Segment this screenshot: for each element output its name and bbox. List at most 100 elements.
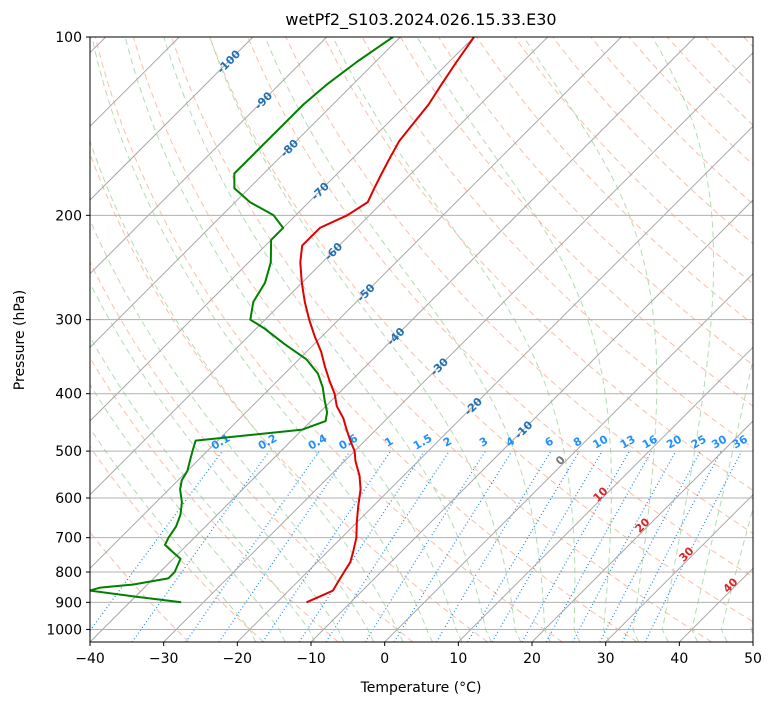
- isotherm-line: [90, 37, 622, 570]
- mixing-ratio-label: 8: [571, 435, 584, 450]
- isotherm-line: [752, 641, 753, 642]
- y-tick-label: 600: [55, 491, 82, 507]
- mixing-ratio-line: [262, 450, 392, 642]
- mixing-ratio-label: 13: [618, 433, 638, 452]
- moist-adiabat-line: [90, 218, 375, 642]
- x-tick-label: 40: [670, 651, 688, 667]
- dry-adiabat-line: [704, 37, 753, 87]
- mixing-ratio-label: 1.5: [411, 432, 434, 453]
- moist-adiabat-line: [691, 356, 753, 642]
- moist-adiabat-line: [264, 37, 551, 642]
- x-tick-label: −30: [149, 651, 179, 667]
- dry-adiabat-line: [514, 37, 753, 285]
- mixing-ratio-line: [298, 450, 425, 642]
- x-axis-label: Temperature (°C): [360, 680, 482, 696]
- mixing-ratio-line: [545, 450, 653, 642]
- moist-adiabat-label: 40: [721, 575, 741, 595]
- isotherm-line: [90, 37, 475, 422]
- mixing-ratio-line: [521, 450, 631, 642]
- dry-adiabat-line: [209, 37, 753, 623]
- isotherm-line: [90, 37, 254, 201]
- mixing-ratio-label: 2: [441, 435, 454, 450]
- dry-adiabat-line: [437, 37, 753, 366]
- moist-adiabat-line: [750, 619, 753, 636]
- mixing-ratio-label: 0.1: [209, 432, 232, 453]
- moist-adiabat-line: [124, 37, 463, 642]
- dry-adiabats: [90, 37, 753, 642]
- dry-adiabat-line: [743, 37, 753, 48]
- moist-adiabat-line: [90, 335, 316, 642]
- mixing-ratio-line: [131, 450, 270, 642]
- isotherm-line: [90, 37, 401, 349]
- moist-adiabat-line: [523, 37, 658, 642]
- dry-adiabat-line: [90, 356, 339, 642]
- isotherm-line: [384, 272, 753, 642]
- mixing-ratio-label: 10: [591, 432, 611, 451]
- x-axis-ticks: −40 −30 −20 −10 0 10 20 30 40 50: [75, 642, 762, 667]
- dry-adiabat-line: [247, 37, 753, 578]
- y-axis-ticks: 100 200 300 400 500 600 700 800 900 1000: [46, 30, 90, 638]
- moist-adiabats: [90, 37, 753, 642]
- mixing-ratio-line: [621, 450, 722, 642]
- y-tick-label: 400: [55, 387, 82, 403]
- x-tick-label: 10: [449, 651, 467, 667]
- y-axis-label: Pressure (hPa): [12, 290, 28, 390]
- mixing-ratio-label: 16: [640, 432, 660, 451]
- moist-adiabat-line: [720, 506, 753, 642]
- mixing-ratio-line: [572, 450, 677, 642]
- isotherm-line: [90, 37, 549, 496]
- dry-adiabat-line: [90, 260, 414, 642]
- isotherm-line: [163, 51, 753, 642]
- chart-title: wetPf2_S103.2024.026.15.33.E30: [285, 10, 556, 30]
- isotherm-line: [531, 420, 753, 642]
- pressure-gridlines: [90, 37, 753, 630]
- y-tick-label: 700: [55, 531, 82, 547]
- mixing-ratio-label: 30: [709, 432, 729, 451]
- mixing-ratio-line: [90, 450, 223, 632]
- mixing-ratio-line: [218, 450, 351, 642]
- mixing-ratio-line: [185, 450, 320, 642]
- dewpoint-profile-line: [90, 37, 394, 604]
- isotherm-label: -60: [322, 240, 345, 263]
- moist-adiabat-line: [90, 281, 345, 642]
- mixing-ratio-label: 1: [382, 435, 395, 450]
- mixing-ratio-lines: [90, 450, 743, 642]
- moist-adiabat-line: [652, 37, 715, 642]
- moist-adiabat-line: [90, 139, 404, 642]
- mixing-ratio-line: [325, 450, 450, 642]
- isotherm-line: [236, 125, 753, 642]
- isotherm-line: [90, 37, 328, 275]
- x-tick-label: −40: [75, 651, 105, 667]
- dry-adiabat-line: [132, 37, 638, 642]
- y-tick-label: 200: [55, 208, 82, 224]
- mixing-ratio-label: 25: [689, 433, 709, 452]
- moist-adiabat-line: [416, 37, 612, 642]
- x-tick-label: 30: [597, 651, 615, 667]
- plot-frame: [89, 36, 754, 643]
- mixing-ratio-line: [435, 450, 552, 642]
- moist-adiabat-line: [90, 427, 257, 642]
- dry-adiabat-line: [90, 152, 488, 642]
- mixing-ratio-label: 36: [730, 432, 750, 451]
- moist-adiabat-line: [90, 383, 286, 642]
- dry-adiabat-line: [90, 531, 190, 642]
- y-tick-label: 100: [55, 30, 82, 46]
- moist-adiabat-line: [332, 37, 581, 642]
- x-tick-label: 20: [523, 651, 541, 667]
- moist-adiabat-line: [209, 37, 522, 642]
- mixing-ratio-line: [599, 450, 702, 642]
- x-tick-label: −10: [296, 651, 326, 667]
- isotherms: [90, 37, 753, 642]
- y-tick-label: 500: [55, 444, 82, 460]
- mixing-ratio-label: 20: [664, 432, 684, 451]
- isotherm-label: -100: [215, 47, 244, 76]
- x-tick-label: 0: [380, 651, 389, 667]
- line-annotations: 0.1 0.2 0.4 0.6 1 1.5 2 3 4 6 8 10 13 16 20 25 30 36-100-…: [209, 47, 750, 595]
- dry-adiabat-line: [94, 37, 563, 642]
- plot-area: 0.1 0.2 0.4 0.6 1 1.5 2 3 4 6 8 10 13 16 20 25 30 36-100-…: [90, 37, 753, 642]
- isotherm-label: -10: [512, 418, 535, 441]
- dry-adiabat-line: [171, 37, 712, 642]
- y-tick-label: 800: [55, 565, 82, 581]
- y-tick-label: 1000: [46, 622, 82, 638]
- mixing-ratio-line: [644, 450, 743, 642]
